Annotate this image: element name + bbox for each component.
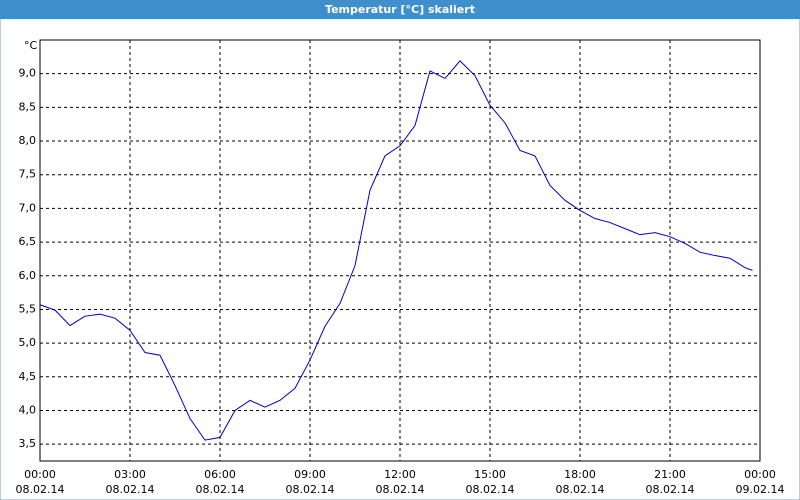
x-tick-label: 18:00 <box>564 468 596 481</box>
y-tick-label: 3,5 <box>19 437 37 450</box>
x-tick-label: 06:00 <box>204 468 236 481</box>
chart-title: Temperatur [°C] skaliert <box>325 3 475 16</box>
x-tick-label: 00:00 <box>24 468 56 481</box>
x-tick-label: 03:00 <box>114 468 146 481</box>
x-tick-label: 21:00 <box>654 468 686 481</box>
y-tick-label: 8,5 <box>19 100 37 113</box>
y-tick-label: 7,5 <box>19 168 37 181</box>
y-tick-label: 5,0 <box>19 336 37 349</box>
y-unit: °C <box>24 39 38 52</box>
y-tick-label: 7,0 <box>19 201 37 214</box>
y-tick-label: 8,0 <box>19 134 37 147</box>
x-tick-date: 08.02.14 <box>466 483 515 496</box>
y-tick-label: 4,5 <box>19 370 37 383</box>
x-tick-label: 15:00 <box>474 468 506 481</box>
x-tick-date: 08.02.14 <box>286 483 335 496</box>
x-tick-date: 08.02.14 <box>646 483 695 496</box>
y-tick-label: 4,0 <box>19 403 37 416</box>
x-tick-date: 09.02.14 <box>736 483 785 496</box>
x-tick-date: 08.02.14 <box>106 483 155 496</box>
x-tick-date: 08.02.14 <box>556 483 605 496</box>
x-tick-date: 08.02.14 <box>196 483 245 496</box>
x-tick-date: 08.02.14 <box>376 483 425 496</box>
title-bar <box>0 0 800 19</box>
x-tick-date: 08.02.14 <box>16 483 65 496</box>
data-line <box>39 60 753 441</box>
y-tick-label: 9,0 <box>19 67 37 80</box>
y-tick-label: 5,5 <box>19 302 37 315</box>
x-tick-label: 00:00 <box>744 468 776 481</box>
x-tick-label: 09:00 <box>294 468 326 481</box>
x-tick-label: 12:00 <box>384 468 416 481</box>
y-tick-label: 6,5 <box>19 235 37 248</box>
y-tick-label: 6,0 <box>19 269 37 282</box>
